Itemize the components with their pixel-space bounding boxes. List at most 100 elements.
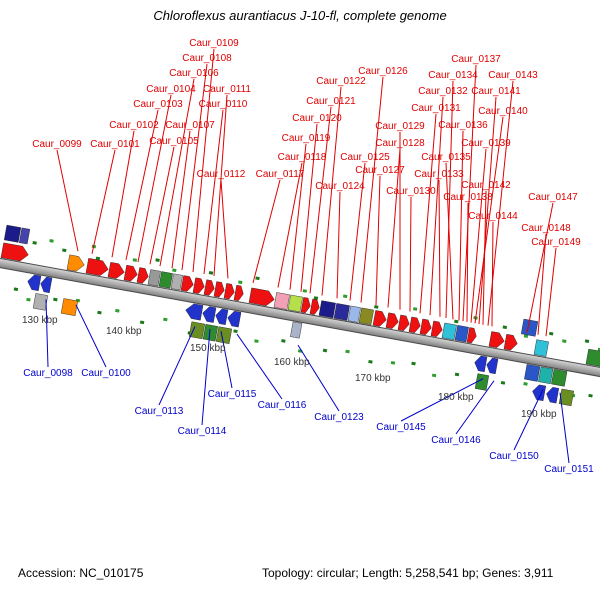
callout-line: [458, 130, 464, 321]
gene-glyph: [585, 348, 600, 367]
gene-glyph: [248, 287, 275, 306]
gene-glyph: [419, 318, 432, 335]
gene-label: Caur_0113: [135, 406, 184, 417]
feature-tick: [53, 297, 58, 302]
callout-line: [537, 233, 547, 335]
feature-tick: [548, 331, 554, 336]
callout-line: [158, 326, 196, 406]
callout-line: [159, 78, 195, 267]
gene-glyph: [397, 314, 410, 331]
gene-glyph: [136, 267, 149, 284]
callout-line: [478, 96, 497, 325]
gene-label: Caur_0119: [282, 133, 331, 144]
callout-line: [455, 380, 495, 435]
callout-line: [400, 378, 484, 422]
gene-label: Caur_0146: [431, 435, 481, 446]
callout-line: [56, 149, 79, 252]
gene-glyph: [123, 264, 138, 282]
gene-label: Caur_0138: [443, 192, 493, 203]
gene-glyph: [474, 373, 490, 391]
gene-glyph: [551, 368, 568, 387]
gene-label: Caur_0105: [149, 136, 199, 147]
feature-tick: [26, 297, 31, 302]
feature-tick: [454, 372, 460, 377]
feature-tick: [412, 307, 418, 311]
gene-glyph: [503, 333, 518, 351]
gene-label: Caur_0128: [375, 138, 425, 149]
gene-glyph: [532, 384, 547, 402]
scale-label: 170 kbp: [355, 373, 391, 384]
gene-glyph: [430, 320, 443, 337]
gene-label: Caur_0129: [375, 121, 425, 132]
gene-glyph: [180, 275, 194, 292]
gene-label: Caur_0117: [256, 169, 305, 180]
gene-label: Caur_0139: [461, 138, 511, 149]
gene-glyph: [27, 274, 42, 292]
gene-glyph: [520, 318, 539, 337]
gene-label: Caur_0133: [414, 169, 464, 180]
feature-tick: [584, 339, 590, 344]
callout-line: [470, 148, 487, 323]
callout-line: [277, 162, 303, 288]
feature-tick: [523, 382, 528, 386]
gene-label: Caur_0137: [451, 54, 501, 65]
callout-line: [462, 64, 477, 322]
callout-line: [45, 299, 49, 368]
gene-label: Caur_0115: [208, 389, 257, 400]
gene-label: Caur_0118: [278, 152, 327, 163]
gene-label: Caur_0099: [32, 139, 82, 150]
topology-text: Topology: circular; Length: 5,258,541 bp…: [262, 566, 554, 580]
gene-label: Caur_0142: [461, 180, 511, 191]
feature-tick: [172, 268, 177, 273]
gene-label: Caur_0106: [169, 68, 219, 79]
feature-tick: [322, 348, 328, 353]
feature-tick: [502, 325, 508, 330]
callout-line: [220, 331, 233, 389]
gene-glyph: [358, 307, 374, 326]
gene-glyph: [318, 300, 336, 319]
feature-tick: [139, 320, 145, 325]
callout-line: [171, 130, 191, 269]
gene-glyph: [170, 273, 183, 291]
gene-glyph: [474, 355, 488, 373]
feature-tick: [374, 305, 379, 309]
gene-label: Caur_0111: [203, 84, 251, 95]
gene-label: Caur_0134: [428, 70, 478, 81]
gene-glyph: [223, 283, 235, 300]
feature-tick: [562, 339, 567, 343]
gene-label: Caur_0136: [438, 120, 488, 131]
callout-line: [192, 48, 215, 273]
gene-glyph: [18, 227, 31, 245]
gene-label: Caur_0151: [544, 464, 594, 475]
feature-tick: [588, 393, 593, 398]
gene-label: Caur_0108: [182, 53, 232, 64]
gene-glyph: [546, 387, 560, 404]
gene-label: Caur_0145: [376, 422, 426, 433]
gene-glyph: [147, 269, 161, 287]
gene-label: Caur_0104: [146, 84, 196, 95]
callout-line: [526, 202, 554, 333]
gene-label: Caur_0130: [386, 186, 436, 197]
gene-glyph: [287, 294, 303, 313]
callout-line: [419, 113, 437, 314]
callout-line: [429, 96, 444, 316]
gene-label: Caur_0135: [421, 152, 471, 163]
gene-glyph: [372, 310, 387, 327]
callout-line: [149, 146, 175, 265]
gene-glyph: [486, 357, 499, 375]
gene-label: Caur_0148: [521, 223, 571, 234]
gene-glyph: [408, 316, 421, 333]
genome-track: [0, 224, 600, 407]
gene-label: Caur_0098: [23, 368, 73, 379]
page-title: Chloroflexus aurantiacus J-10-fl, comple…: [153, 8, 447, 23]
gene-glyph: [188, 321, 206, 340]
callout-line: [181, 63, 208, 271]
callout-line: [111, 130, 135, 258]
callout-line: [75, 304, 107, 368]
gene-glyph: [192, 277, 205, 294]
feature-tick: [345, 349, 350, 354]
scale-label: 160 kbp: [274, 357, 310, 368]
feature-tick: [62, 248, 67, 253]
gene-glyph: [300, 297, 311, 314]
